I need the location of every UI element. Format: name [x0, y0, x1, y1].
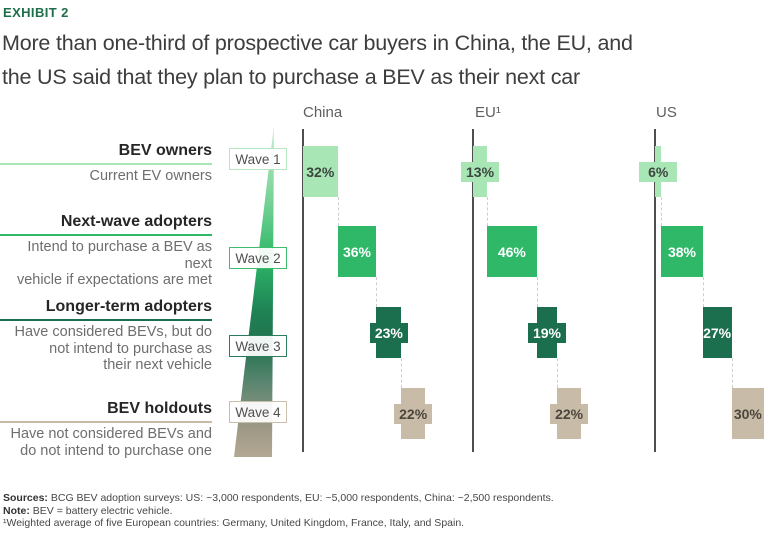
bar-value-label: 23%	[374, 324, 403, 341]
bar-flag-eu-wave4: 22%	[550, 403, 589, 424]
legend-desc: Current EV owners	[89, 168, 213, 184]
legend-row-bev-owners: BEV owners Current EV owners	[0, 141, 212, 185]
legend-row-next-wave-adopters: Next-wave adopters Intend to purchase a …	[0, 212, 212, 289]
column-header-eu: EU¹	[475, 104, 501, 121]
connector-line	[487, 197, 489, 226]
footer-note-line: Note: BEV = battery electric vehicle.	[3, 505, 765, 518]
bar-eu-wave2: 46%	[487, 226, 537, 277]
legend-desc: Intend to purchase a BEV as next vehicle…	[16, 239, 212, 288]
column-header-china: China	[303, 104, 343, 121]
axis-line-china	[302, 129, 304, 452]
legend-heading: BEV owners	[118, 142, 212, 159]
bar-flag-china-wave4: 22%	[394, 403, 433, 424]
legend-row-bev-holdouts: BEV holdouts Have not considered BEVs an…	[0, 399, 212, 459]
bar-us-wave3: 27%	[702, 307, 732, 358]
bar-flag-us-wave1: 6%	[639, 161, 678, 182]
legend-heading: BEV holdouts	[107, 400, 212, 417]
footer-footnote-line: ¹Weighted average of five European count…	[3, 517, 465, 530]
note-label: Note:	[3, 504, 30, 517]
footer-sources-line: Sources: BCG BEV adoption surveys: US: ~…	[3, 492, 765, 505]
bar-china-wave2: 36%	[337, 226, 377, 277]
bar-value-label: 32%	[306, 163, 335, 180]
note-text: BEV = battery electric vehicle.	[29, 504, 173, 517]
column-header-us: US	[656, 104, 677, 121]
bar-value-label: 22%	[399, 405, 428, 422]
legend-row-longer-term-adopters: Longer-term adopters Have considered BEV…	[0, 297, 212, 374]
wave-2-tag: Wave 2	[229, 247, 287, 269]
bar-value-label: 38%	[667, 243, 696, 260]
chart-area: BEV owners Current EV owners Next-wave a…	[0, 100, 768, 478]
funnel-polygon	[234, 125, 274, 457]
connector-line	[731, 358, 733, 388]
bar-value-label: 30%	[733, 405, 762, 422]
bar-value-label: 46%	[497, 243, 526, 260]
wave-4-tag: Wave 4	[229, 401, 287, 423]
bar-value-label: 19%	[532, 324, 561, 341]
legend-underline-wave4	[0, 421, 212, 423]
bar-china-wave1: 32%	[303, 146, 338, 197]
legend-heading: Longer-term adopters	[45, 298, 212, 315]
connector-line	[536, 277, 538, 307]
wave-3-tag: Wave 3	[229, 335, 287, 357]
bar-us-wave2: 38%	[661, 226, 703, 277]
bar-flag-eu-wave1: 13%	[461, 161, 500, 182]
sources-label: Sources:	[3, 492, 48, 504]
bar-value-label: 13%	[466, 163, 495, 180]
connector-line	[557, 358, 559, 388]
legend-heading: Next-wave adopters	[60, 213, 212, 230]
legend-underline-wave3	[0, 319, 212, 321]
axis-line-eu	[472, 129, 474, 452]
sources-text: BCG BEV adoption surveys: US: ~3,000 res…	[47, 492, 554, 504]
page-title: More than one-third of prospective car b…	[2, 31, 633, 89]
legend-underline-wave2	[0, 234, 212, 236]
bar-value-label: 27%	[703, 324, 732, 341]
bar-value-label: 22%	[555, 405, 584, 422]
connector-line	[661, 197, 663, 226]
bar-value-label: 36%	[342, 243, 371, 260]
connector-line	[376, 277, 378, 307]
connector-line	[702, 277, 704, 307]
legend-desc: Have not considered BEVs and do not inte…	[10, 426, 212, 459]
footer: Sources: BCG BEV adoption surveys: US: ~…	[3, 492, 765, 530]
axis-line-us	[654, 129, 656, 452]
adoption-funnel-shape	[234, 125, 274, 457]
connector-line	[337, 197, 339, 226]
legend-underline-wave1	[0, 163, 212, 165]
bar-flag-eu-wave3: 19%	[527, 322, 566, 343]
bar-value-label: 6%	[648, 163, 669, 180]
connector-line	[401, 358, 403, 388]
bar-flag-china-wave3: 23%	[369, 322, 408, 343]
legend-desc: Have considered BEVs, but do not intend …	[14, 324, 212, 373]
exhibit-number: EXHIBIT 2	[3, 5, 69, 20]
wave-1-tag: Wave 1	[229, 148, 287, 170]
bar-us-wave4: 30%	[731, 388, 765, 439]
